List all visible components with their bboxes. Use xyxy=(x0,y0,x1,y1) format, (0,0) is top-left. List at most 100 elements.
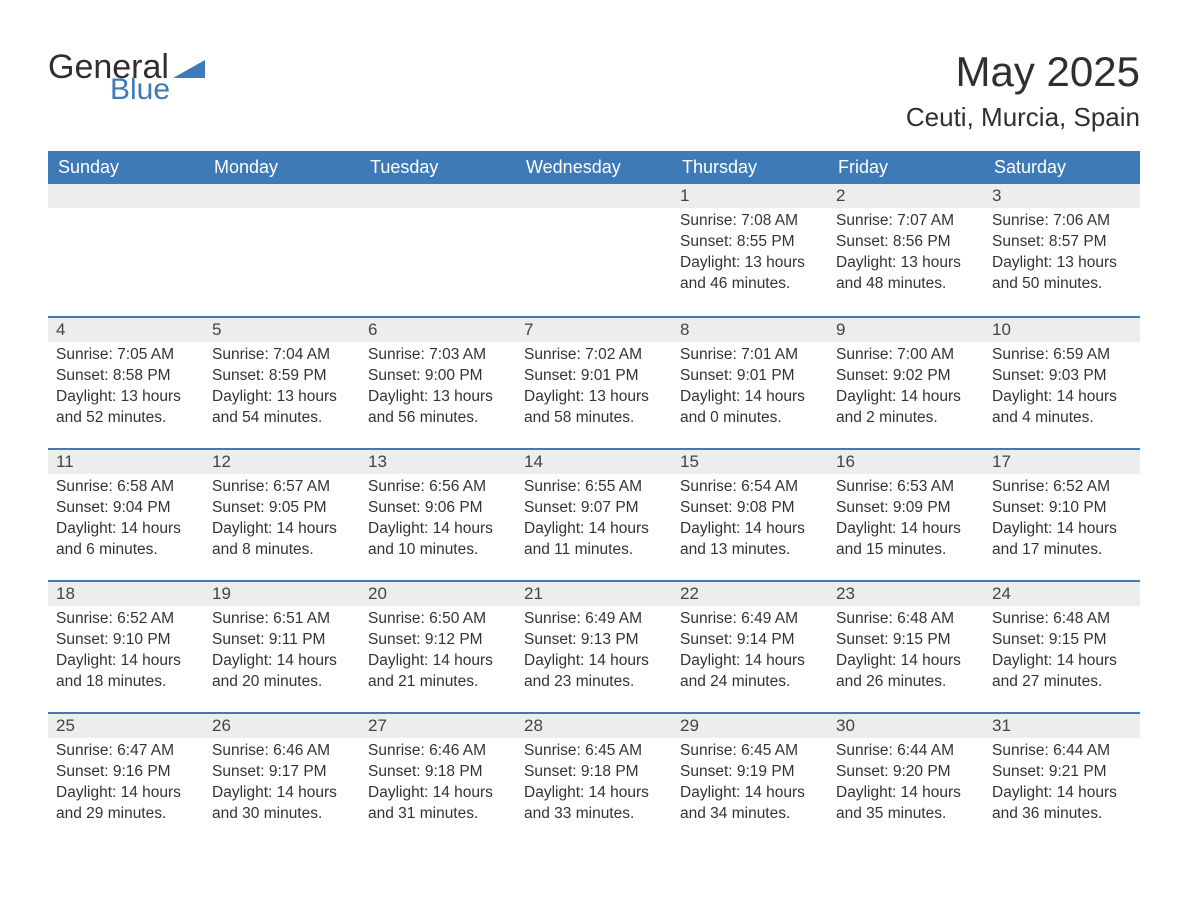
daylight-line: Daylight: 14 hours and 20 minutes. xyxy=(212,651,352,693)
sunrise-line: Sunrise: 6:56 AM xyxy=(368,477,508,498)
day-number: 16 xyxy=(828,450,984,474)
day-number: 22 xyxy=(672,582,828,606)
calendar-day: 1Sunrise: 7:08 AMSunset: 8:55 PMDaylight… xyxy=(672,184,828,298)
calendar-header-cell: Saturday xyxy=(984,151,1140,184)
daylight-line: Daylight: 13 hours and 56 minutes. xyxy=(368,387,508,429)
sunrise-line: Sunrise: 7:06 AM xyxy=(992,211,1132,232)
daylight-line: Daylight: 14 hours and 33 minutes. xyxy=(524,783,664,825)
calendar-day: 24Sunrise: 6:48 AMSunset: 9:15 PMDayligh… xyxy=(984,582,1140,694)
calendar-day xyxy=(204,184,360,298)
sunrise-line: Sunrise: 6:48 AM xyxy=(836,609,976,630)
daylight-line: Daylight: 13 hours and 52 minutes. xyxy=(56,387,196,429)
sunrise-line: Sunrise: 6:44 AM xyxy=(836,741,976,762)
calendar-day: 28Sunrise: 6:45 AMSunset: 9:18 PMDayligh… xyxy=(516,714,672,826)
daylight-line: Daylight: 14 hours and 35 minutes. xyxy=(836,783,976,825)
sunset-line: Sunset: 9:07 PM xyxy=(524,498,664,519)
calendar-week: 25Sunrise: 6:47 AMSunset: 9:16 PMDayligh… xyxy=(48,712,1140,844)
sunset-line: Sunset: 8:57 PM xyxy=(992,232,1132,253)
daylight-line: Daylight: 14 hours and 18 minutes. xyxy=(56,651,196,693)
daylight-line: Daylight: 14 hours and 29 minutes. xyxy=(56,783,196,825)
daylight-line: Daylight: 13 hours and 50 minutes. xyxy=(992,253,1132,295)
day-number: 9 xyxy=(828,318,984,342)
sunset-line: Sunset: 9:12 PM xyxy=(368,630,508,651)
day-number: 4 xyxy=(48,318,204,342)
day-details: Sunrise: 7:03 AMSunset: 9:00 PMDaylight:… xyxy=(360,342,516,429)
calendar-day: 20Sunrise: 6:50 AMSunset: 9:12 PMDayligh… xyxy=(360,582,516,694)
sunset-line: Sunset: 9:21 PM xyxy=(992,762,1132,783)
day-details: Sunrise: 7:06 AMSunset: 8:57 PMDaylight:… xyxy=(984,208,1140,295)
calendar-day: 26Sunrise: 6:46 AMSunset: 9:17 PMDayligh… xyxy=(204,714,360,826)
daylight-line: Daylight: 14 hours and 11 minutes. xyxy=(524,519,664,561)
sunrise-line: Sunrise: 7:08 AM xyxy=(680,211,820,232)
sunset-line: Sunset: 9:02 PM xyxy=(836,366,976,387)
sunrise-line: Sunrise: 6:53 AM xyxy=(836,477,976,498)
sunrise-line: Sunrise: 6:48 AM xyxy=(992,609,1132,630)
calendar-day: 17Sunrise: 6:52 AMSunset: 9:10 PMDayligh… xyxy=(984,450,1140,562)
sunrise-line: Sunrise: 6:44 AM xyxy=(992,741,1132,762)
sunrise-line: Sunrise: 6:50 AM xyxy=(368,609,508,630)
sunrise-line: Sunrise: 6:54 AM xyxy=(680,477,820,498)
day-number: 21 xyxy=(516,582,672,606)
calendar-header-cell: Thursday xyxy=(672,151,828,184)
sunset-line: Sunset: 8:55 PM xyxy=(680,232,820,253)
day-number: 10 xyxy=(984,318,1140,342)
calendar-header-row: SundayMondayTuesdayWednesdayThursdayFrid… xyxy=(48,151,1140,184)
daylight-line: Daylight: 13 hours and 54 minutes. xyxy=(212,387,352,429)
day-number: 17 xyxy=(984,450,1140,474)
day-number: 7 xyxy=(516,318,672,342)
sunrise-line: Sunrise: 6:52 AM xyxy=(992,477,1132,498)
day-details: Sunrise: 6:46 AMSunset: 9:17 PMDaylight:… xyxy=(204,738,360,825)
day-number: 20 xyxy=(360,582,516,606)
calendar-day xyxy=(360,184,516,298)
calendar-header-cell: Monday xyxy=(204,151,360,184)
day-number: 26 xyxy=(204,714,360,738)
sunset-line: Sunset: 9:17 PM xyxy=(212,762,352,783)
day-details: Sunrise: 6:46 AMSunset: 9:18 PMDaylight:… xyxy=(360,738,516,825)
calendar-day: 16Sunrise: 6:53 AMSunset: 9:09 PMDayligh… xyxy=(828,450,984,562)
sunrise-line: Sunrise: 6:47 AM xyxy=(56,741,196,762)
day-number: 24 xyxy=(984,582,1140,606)
calendar-week: 18Sunrise: 6:52 AMSunset: 9:10 PMDayligh… xyxy=(48,580,1140,712)
day-details: Sunrise: 6:50 AMSunset: 9:12 PMDaylight:… xyxy=(360,606,516,693)
day-details xyxy=(516,208,672,211)
calendar-day: 18Sunrise: 6:52 AMSunset: 9:10 PMDayligh… xyxy=(48,582,204,694)
daylight-line: Daylight: 14 hours and 6 minutes. xyxy=(56,519,196,561)
day-number: 29 xyxy=(672,714,828,738)
daylight-line: Daylight: 14 hours and 13 minutes. xyxy=(680,519,820,561)
sunset-line: Sunset: 9:10 PM xyxy=(992,498,1132,519)
day-details: Sunrise: 6:53 AMSunset: 9:09 PMDaylight:… xyxy=(828,474,984,561)
page-title: May 2025 xyxy=(906,50,1140,94)
calendar-day: 25Sunrise: 6:47 AMSunset: 9:16 PMDayligh… xyxy=(48,714,204,826)
calendar-day: 11Sunrise: 6:58 AMSunset: 9:04 PMDayligh… xyxy=(48,450,204,562)
calendar-day: 8Sunrise: 7:01 AMSunset: 9:01 PMDaylight… xyxy=(672,318,828,430)
calendar-day: 9Sunrise: 7:00 AMSunset: 9:02 PMDaylight… xyxy=(828,318,984,430)
sunset-line: Sunset: 9:01 PM xyxy=(524,366,664,387)
daylight-line: Daylight: 13 hours and 58 minutes. xyxy=(524,387,664,429)
day-details: Sunrise: 6:57 AMSunset: 9:05 PMDaylight:… xyxy=(204,474,360,561)
sunset-line: Sunset: 9:06 PM xyxy=(368,498,508,519)
sunrise-line: Sunrise: 7:04 AM xyxy=(212,345,352,366)
day-details: Sunrise: 6:55 AMSunset: 9:07 PMDaylight:… xyxy=(516,474,672,561)
sunset-line: Sunset: 8:59 PM xyxy=(212,366,352,387)
calendar-week: 1Sunrise: 7:08 AMSunset: 8:55 PMDaylight… xyxy=(48,184,1140,316)
sunrise-line: Sunrise: 6:58 AM xyxy=(56,477,196,498)
day-details: Sunrise: 6:59 AMSunset: 9:03 PMDaylight:… xyxy=(984,342,1140,429)
day-details xyxy=(48,208,204,211)
sunrise-line: Sunrise: 6:45 AM xyxy=(680,741,820,762)
day-details: Sunrise: 6:49 AMSunset: 9:13 PMDaylight:… xyxy=(516,606,672,693)
sunset-line: Sunset: 9:15 PM xyxy=(836,630,976,651)
day-number: 6 xyxy=(360,318,516,342)
calendar-day: 29Sunrise: 6:45 AMSunset: 9:19 PMDayligh… xyxy=(672,714,828,826)
sunrise-line: Sunrise: 7:07 AM xyxy=(836,211,976,232)
day-details: Sunrise: 6:58 AMSunset: 9:04 PMDaylight:… xyxy=(48,474,204,561)
daylight-line: Daylight: 14 hours and 4 minutes. xyxy=(992,387,1132,429)
daylight-line: Daylight: 14 hours and 2 minutes. xyxy=(836,387,976,429)
day-details: Sunrise: 7:08 AMSunset: 8:55 PMDaylight:… xyxy=(672,208,828,295)
day-number: 25 xyxy=(48,714,204,738)
sunrise-line: Sunrise: 7:01 AM xyxy=(680,345,820,366)
day-number xyxy=(48,184,204,208)
calendar-day: 5Sunrise: 7:04 AMSunset: 8:59 PMDaylight… xyxy=(204,318,360,430)
page-subtitle: Ceuti, Murcia, Spain xyxy=(906,102,1140,133)
day-details: Sunrise: 6:56 AMSunset: 9:06 PMDaylight:… xyxy=(360,474,516,561)
brand-logo: General Blue xyxy=(48,50,205,102)
